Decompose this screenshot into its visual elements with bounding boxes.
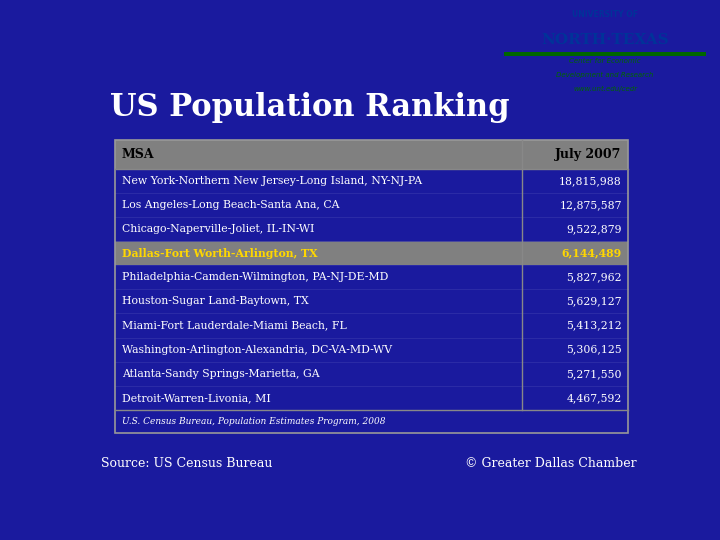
Text: Center for Economic: Center for Economic xyxy=(570,58,641,64)
Text: New York-Northern New Jersey-Long Island, NY-NJ-PA: New York-Northern New Jersey-Long Island… xyxy=(122,176,422,186)
Text: Dallas-Fort Worth-Arlington, TX: Dallas-Fort Worth-Arlington, TX xyxy=(122,248,318,259)
Bar xyxy=(115,140,629,433)
Text: UNIVERSITY OF: UNIVERSITY OF xyxy=(572,10,638,19)
Text: 5,629,127: 5,629,127 xyxy=(566,296,622,306)
Text: 5,271,550: 5,271,550 xyxy=(566,369,622,379)
Text: 9,522,879: 9,522,879 xyxy=(566,224,622,234)
Text: Detroit-Warren-Livonia, MI: Detroit-Warren-Livonia, MI xyxy=(122,393,271,403)
Text: www.unt.edu/cedr: www.unt.edu/cedr xyxy=(573,86,637,92)
Text: Miami-Fort Lauderdale-Miami Beach, FL: Miami-Fort Lauderdale-Miami Beach, FL xyxy=(122,321,346,330)
Text: NORTH·TEXAS: NORTH·TEXAS xyxy=(541,32,669,46)
Text: 18,815,988: 18,815,988 xyxy=(559,176,622,186)
Bar xyxy=(504,52,706,56)
Text: Washington-Arlington-Alexandria, DC-VA-MD-WV: Washington-Arlington-Alexandria, DC-VA-M… xyxy=(122,345,392,355)
Text: U.S. Census Bureau, Population Estimates Program, 2008: U.S. Census Bureau, Population Estimates… xyxy=(122,417,385,426)
Text: Atlanta-Sandy Springs-Marietta, GA: Atlanta-Sandy Springs-Marietta, GA xyxy=(122,369,320,379)
Text: Philadelphia-Camden-Wilmington, PA-NJ-DE-MD: Philadelphia-Camden-Wilmington, PA-NJ-DE… xyxy=(122,272,388,282)
Text: MSA: MSA xyxy=(122,148,154,161)
Text: Houston-Sugar Land-Baytown, TX: Houston-Sugar Land-Baytown, TX xyxy=(122,296,309,306)
Text: Chicago-Naperville-Joliet, IL-IN-WI: Chicago-Naperville-Joliet, IL-IN-WI xyxy=(122,224,314,234)
Text: 12,875,587: 12,875,587 xyxy=(559,200,622,210)
Text: 4,467,592: 4,467,592 xyxy=(567,393,622,403)
Text: © Greater Dallas Chamber: © Greater Dallas Chamber xyxy=(465,457,637,470)
Text: 5,306,125: 5,306,125 xyxy=(566,345,622,355)
Text: 6,144,489: 6,144,489 xyxy=(562,248,622,259)
Bar xyxy=(115,140,629,168)
Text: Source: US Census Bureau: Source: US Census Bureau xyxy=(101,457,273,470)
Text: July 2007: July 2007 xyxy=(555,148,622,161)
Bar xyxy=(115,241,629,265)
Text: US Population Ranking: US Population Ranking xyxy=(109,92,509,123)
Text: Los Angeles-Long Beach-Santa Ana, CA: Los Angeles-Long Beach-Santa Ana, CA xyxy=(122,200,339,210)
Text: 5,827,962: 5,827,962 xyxy=(566,272,622,282)
Text: Development and Research: Development and Research xyxy=(557,72,654,78)
Text: 5,413,212: 5,413,212 xyxy=(566,321,622,330)
